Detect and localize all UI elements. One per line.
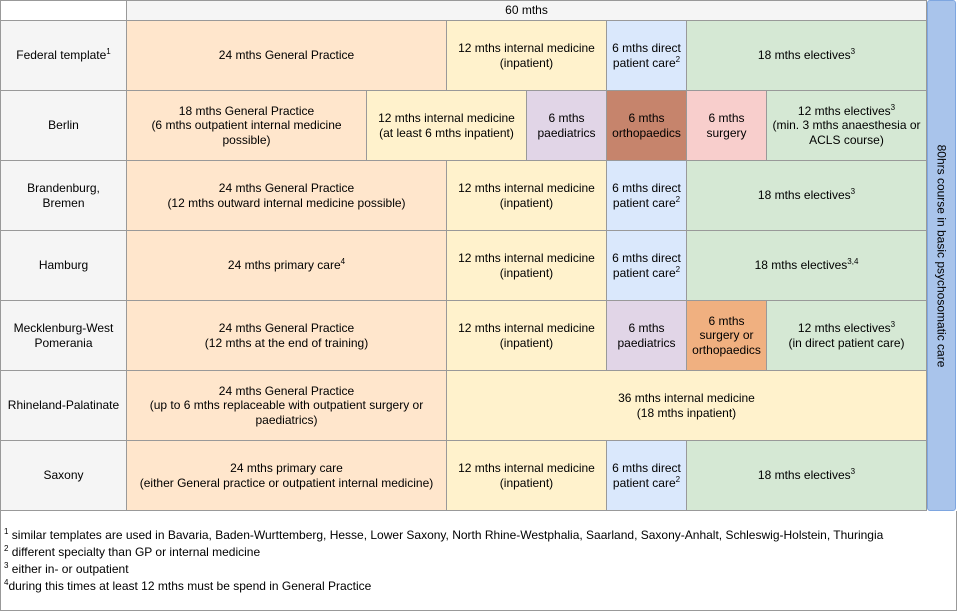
brandenburg-electives-block: 18 mths electives3 <box>686 160 927 231</box>
saxony-direct-patient-care-block: 6 mths direct patient care2 <box>606 440 687 511</box>
berlin-internal-medicine-block: 12 mths internal medicine (at least 6 mth… <box>366 90 527 161</box>
saxony-primary-care-block: 24 mths primary care (either General prac… <box>126 440 447 511</box>
hamburg-electives-block: 18 mths electives3,4 <box>686 230 927 301</box>
federal-electives-block: 18 mths electives3 <box>686 20 927 91</box>
saxony-internal-medicine-block: 12 mths internal medicine (inpatient) <box>446 440 607 511</box>
brandenburg-internal-medicine-block: 12 mths internal medicine (inpatient) <box>446 160 607 231</box>
saxony-electives-block: 18 mths electives3 <box>686 440 927 511</box>
row-label-brandenburg-bremen: Brandenburg, Bremen <box>0 160 127 231</box>
row-label-berlin: Berlin <box>0 90 127 161</box>
psychosomatic-course-label: 80hrs course in basic psychosomatic care <box>934 144 949 367</box>
mecklenburg-internal-medicine-block: 12 mths internal medicine (inpatient) <box>446 300 607 371</box>
footnotes: 1 similar templates are used in Bavaria,… <box>0 511 957 611</box>
mecklenburg-general-practice-block: 24 mths General Practice (12 mths at the … <box>126 300 447 371</box>
top-left-empty-cell <box>0 0 127 21</box>
hamburg-internal-medicine-block: 12 mths internal medicine (inpatient) <box>446 230 607 301</box>
berlin-surgery-block: 6 mths surgery <box>686 90 767 161</box>
berlin-electives-block: 12 mths electives3 (min. 3 mths anaesthes… <box>766 90 927 161</box>
hamburg-direct-patient-care-block: 6 mths direct patient care2 <box>606 230 687 301</box>
rhineland-general-practice-block: 24 mths General Practice (up to 6 mths re… <box>126 370 447 441</box>
row-label-rhineland-palatinate: Rhineland-Palatinate <box>0 370 127 441</box>
footnote-2: 2 different specialty than GP or interna… <box>4 544 261 560</box>
brandenburg-general-practice-block: 24 mths General Practice (12 mths outward… <box>126 160 447 231</box>
row-label-saxony: Saxony <box>0 440 127 511</box>
footnote-4: 4during this times at least 12 mths must… <box>4 578 372 594</box>
row-label-mecklenburg-west-pomerania: Mecklenburg-West Pomerania <box>0 300 127 371</box>
brandenburg-direct-patient-care-block: 6 mths direct patient care2 <box>606 160 687 231</box>
row-label-hamburg: Hamburg <box>0 230 127 301</box>
berlin-paediatrics-block: 6 mths paediatrics <box>526 90 607 161</box>
duration-header: 60 mths <box>126 0 927 21</box>
hamburg-primary-care-block: 24 mths primary care4 <box>126 230 447 301</box>
psychosomatic-course-bar: 80hrs course in basic psychosomatic care <box>927 0 956 511</box>
duration-header-label: 60 mths <box>505 3 548 18</box>
rhineland-internal-medicine-block: 36 mths internal medicine (18 mths inpati… <box>446 370 927 441</box>
federal-internal-medicine-block: 12 mths internal medicine (inpatient) <box>446 20 607 91</box>
footnote-1: 1 similar templates are used in Bavaria,… <box>4 527 884 543</box>
mecklenburg-surgery-or-orthopaedics-block: 6 mths surgery or orthopaedics <box>686 300 767 371</box>
mecklenburg-electives-block: 12 mths electives3 (in direct patient car… <box>766 300 927 371</box>
federal-general-practice-block: 24 mths General Practice <box>126 20 447 91</box>
federal-direct-patient-care-block: 6 mths direct patient care2 <box>606 20 687 91</box>
footnote-3: 3 either in- or outpatient <box>4 561 129 577</box>
berlin-orthopaedics-block: 6 mths orthopaedics <box>606 90 687 161</box>
berlin-general-practice-block: 18 mths General Practice (6 mths outpatie… <box>126 90 367 161</box>
mecklenburg-paediatrics-block: 6 mths paediatrics <box>606 300 687 371</box>
footnote-mark: 1 <box>106 47 111 57</box>
row-label-federal-template: Federal template1 <box>0 20 127 91</box>
